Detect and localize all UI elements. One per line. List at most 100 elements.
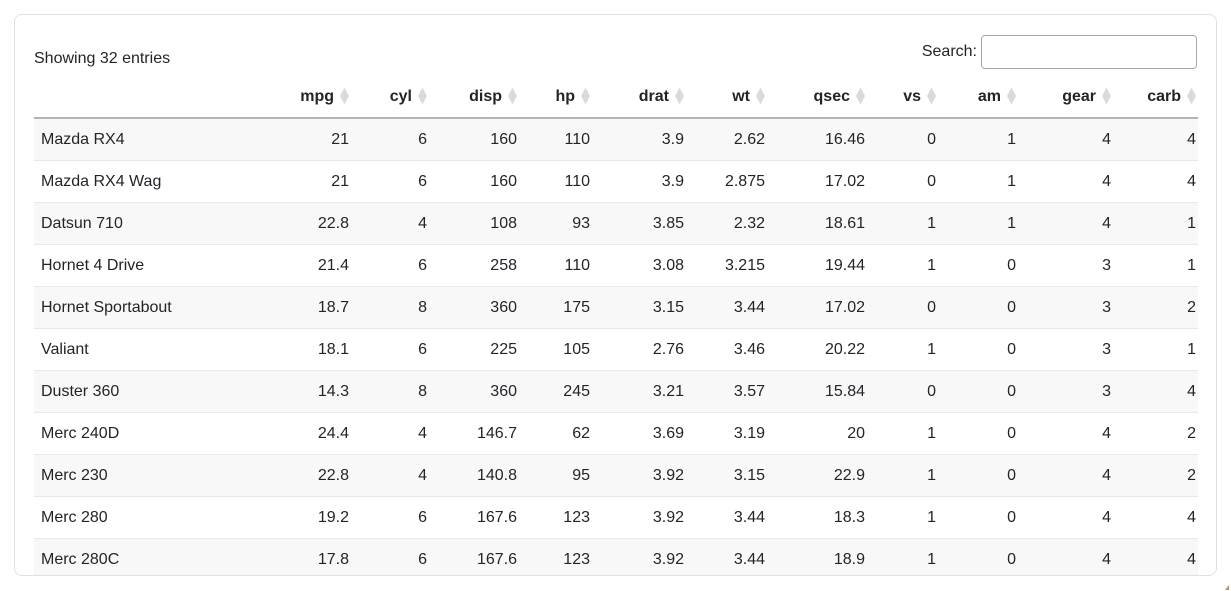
- table-row: Mazda RX4 Wag 21 6 160 110 3.9 2.875 17.02 0 1 4 4: [34, 160, 1198, 203]
- data-cell-disp: 258: [490, 256, 517, 274]
- sort-diamond-icon: [675, 87, 684, 105]
- data-cell-carb: 4: [1187, 550, 1196, 568]
- table-row: Mazda RX4 21 6 160 110 3.9 2.62 16.46 0 1 4 4: [34, 118, 1198, 161]
- data-cell-hp: 110: [564, 130, 590, 148]
- column-header-qsec[interactable]: qsec: [767, 76, 867, 119]
- data-cell-drat: 3.9: [661, 172, 684, 190]
- column-label: carb: [1147, 87, 1181, 105]
- data-cell-carb: 1: [1187, 340, 1196, 358]
- column-header-cyl[interactable]: cyl: [351, 76, 429, 119]
- column-label: disp: [469, 87, 502, 105]
- data-cell-wt: 3.19: [733, 424, 765, 442]
- data-cell-am: 0: [1007, 256, 1016, 274]
- data-cell-carb: 4: [1187, 382, 1196, 400]
- column-header-mpg[interactable]: mpg: [256, 76, 351, 119]
- data-cell-am: 0: [1007, 508, 1016, 526]
- sort-diamond-icon: [418, 87, 427, 105]
- data-cell-vs: 1: [927, 550, 936, 568]
- data-cell-am: 0: [1007, 466, 1016, 484]
- data-cell-carb: 4: [1187, 130, 1196, 148]
- table-row: Duster 360 14.3 8 360 245 3.21 3.57 15.84 0 0 3 4: [34, 370, 1198, 413]
- sort-diamond-icon: [927, 87, 936, 105]
- data-cell-cyl: 6: [418, 550, 427, 568]
- column-label: drat: [638, 87, 669, 105]
- sort-diamond-icon: [581, 87, 590, 105]
- data-cell-mpg: 17.8: [317, 550, 349, 568]
- column-header-hp[interactable]: hp: [519, 76, 592, 119]
- data-cell-vs: 1: [927, 508, 936, 526]
- search-input[interactable]: [981, 35, 1197, 69]
- data-cell-vs: 1: [927, 214, 936, 232]
- column-header-wt[interactable]: wt: [686, 76, 767, 119]
- column-header-carb[interactable]: carb: [1113, 76, 1198, 119]
- data-cell-qsec: 17.02: [824, 298, 865, 316]
- data-cell-drat: 3.15: [652, 298, 684, 316]
- column-header-vs[interactable]: vs: [867, 76, 938, 119]
- data-cell-mpg: 24.4: [317, 424, 349, 442]
- data-cell-mpg: 22.8: [317, 466, 349, 484]
- data-cell-mpg: 22.8: [317, 214, 349, 232]
- data-cell-gear: 4: [1102, 172, 1111, 190]
- data-cell-hp: 93: [572, 214, 590, 232]
- sort-diamond-icon: [1007, 87, 1016, 105]
- data-cell-wt: 2.62: [733, 130, 765, 148]
- column-label: hp: [555, 87, 575, 105]
- column-label: gear: [1062, 87, 1096, 105]
- row-name-cell: Datsun 710: [41, 214, 123, 232]
- data-cell-mpg: 21: [331, 172, 349, 190]
- data-cell-vs: 1: [927, 466, 936, 484]
- data-cell-wt: 3.44: [733, 298, 765, 316]
- data-cell-disp: 140.8: [476, 466, 517, 484]
- data-cell-vs: 1: [927, 340, 936, 358]
- data-cell-vs: 1: [927, 424, 936, 442]
- search-area: Search:: [922, 35, 1197, 69]
- data-cell-vs: 1: [927, 256, 936, 274]
- data-cell-cyl: 6: [418, 130, 427, 148]
- data-cell-cyl: 6: [418, 340, 427, 358]
- data-cell-gear: 4: [1102, 466, 1111, 484]
- data-cell-am: 1: [1007, 214, 1016, 232]
- table-row: Datsun 710 22.8 4 108 93 3.85 2.32 18.61 1 1 4 1: [34, 202, 1198, 245]
- data-cell-gear: 3: [1102, 256, 1111, 274]
- sort-diamond-icon: [756, 87, 765, 105]
- data-cell-wt: 3.44: [733, 550, 765, 568]
- data-cell-drat: 3.9: [661, 130, 684, 148]
- data-cell-cyl: 8: [418, 298, 427, 316]
- row-name-cell: Valiant: [41, 340, 89, 358]
- data-cell-vs: 0: [927, 172, 936, 190]
- column-label: qsec: [813, 87, 850, 105]
- table-row: Merc 240D 24.4 4 146.7 62 3.69 3.19 20 1 0 4 2: [34, 412, 1198, 455]
- column-header-disp[interactable]: disp: [429, 76, 519, 119]
- data-cell-cyl: 6: [418, 508, 427, 526]
- data-cell-wt: 3.215: [724, 256, 765, 274]
- table-row: Merc 280C 17.8 6 167.6 123 3.92 3.44 18.9 1 0 4 4: [34, 538, 1198, 575]
- column-header-drat[interactable]: drat: [592, 76, 686, 119]
- data-cell-wt: 3.44: [733, 508, 765, 526]
- data-cell-qsec: 20.22: [824, 340, 865, 358]
- table-body: Mazda RX4 21 6 160 110 3.9 2.62 16.46 0 1 4 4 Mazda …: [34, 118, 1198, 575]
- table-row: Valiant 18.1 6 225 105 2.76 3.46 20.22 1 0 3 1: [34, 328, 1198, 371]
- data-cell-disp: 167.6: [476, 550, 517, 568]
- data-cell-carb: 2: [1187, 466, 1196, 484]
- data-cell-qsec: 22.9: [833, 466, 865, 484]
- data-cell-drat: 3.85: [652, 214, 684, 232]
- column-label: am: [977, 87, 1001, 105]
- table-row: Merc 230 22.8 4 140.8 95 3.92 3.15 22.9 1 0 4 2: [34, 454, 1198, 497]
- data-cell-drat: 3.92: [652, 466, 684, 484]
- data-cell-hp: 175: [563, 298, 590, 316]
- row-name-cell: Duster 360: [41, 382, 120, 400]
- column-header-am[interactable]: am: [938, 76, 1018, 119]
- header-row: mpg cyl disp hp drat wt qsec vs am gear carb: [34, 76, 1198, 119]
- row-name-cell: Merc 280: [41, 508, 108, 526]
- data-cell-wt: 2.32: [733, 214, 765, 232]
- data-cell-carb: 2: [1187, 424, 1196, 442]
- data-cell-hp: 110: [564, 256, 590, 274]
- data-cell-am: 0: [1007, 382, 1016, 400]
- data-cell-qsec: 15.84: [824, 382, 865, 400]
- data-cell-disp: 167.6: [476, 508, 517, 526]
- data-cell-cyl: 4: [418, 214, 427, 232]
- data-cell-carb: 1: [1187, 256, 1196, 274]
- column-header-name[interactable]: [34, 76, 256, 119]
- column-header-gear[interactable]: gear: [1018, 76, 1113, 119]
- table-toolbar: Showing 32 entries Search:: [34, 15, 1197, 76]
